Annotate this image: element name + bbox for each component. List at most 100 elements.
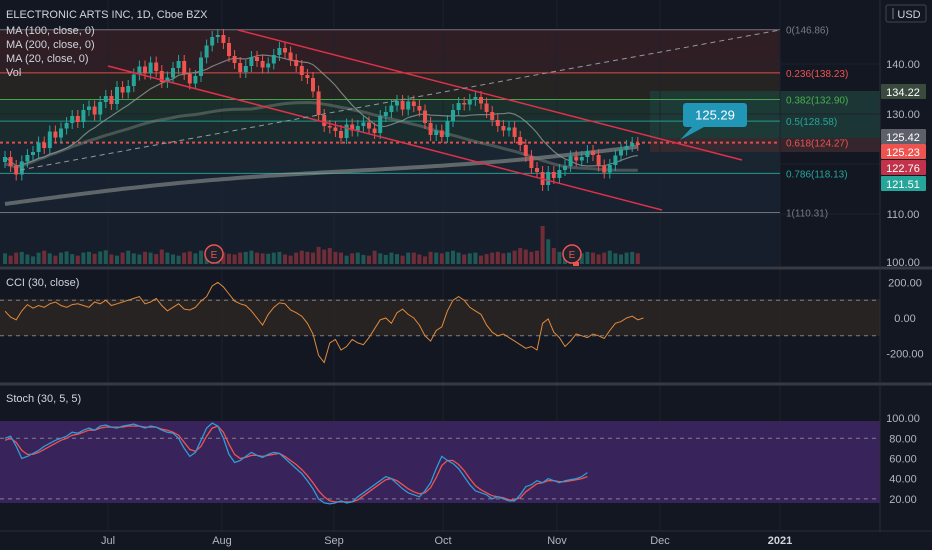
time-tick-label: Sep xyxy=(324,535,344,547)
candle-body xyxy=(59,128,63,138)
candle-body xyxy=(411,101,416,106)
volume-bar xyxy=(92,253,97,264)
volume-bar xyxy=(423,256,427,264)
symbol-title[interactable]: ELECTRONIC ARTS INC, 1D, Cboe BZX xyxy=(6,9,208,21)
price-callout-text: 125.29 xyxy=(695,108,735,123)
fib-label: 0.5(128.58) xyxy=(786,117,837,128)
earnings-marker-label: E xyxy=(569,250,576,261)
candle-body xyxy=(333,127,338,131)
candle-body xyxy=(42,142,47,148)
candle-body xyxy=(546,172,551,185)
volume-bar xyxy=(232,254,237,264)
candle-body xyxy=(389,105,394,112)
candle-body xyxy=(574,156,579,161)
candle-body xyxy=(25,155,30,162)
stoch-k-line xyxy=(4,422,588,505)
candle-body xyxy=(395,101,399,106)
legend-volume[interactable]: Vol xyxy=(6,67,21,79)
volume-bar xyxy=(451,250,455,264)
volume-bar xyxy=(439,253,444,264)
candle-body xyxy=(630,143,635,146)
volume-bar xyxy=(428,251,433,264)
time-axis[interactable]: Jul Aug Sep Oct Nov Dec 2021 xyxy=(101,535,792,547)
currency-button-box[interactable] xyxy=(885,4,927,23)
volume-bar xyxy=(596,254,601,264)
legend-cci[interactable]: CCI (30, close) xyxy=(6,277,79,289)
candle-body xyxy=(473,97,478,100)
candle-body xyxy=(255,57,259,61)
volume-bar xyxy=(165,252,170,264)
volume-bar xyxy=(243,251,248,264)
candle-body xyxy=(92,106,97,115)
volume-bar xyxy=(591,252,595,264)
volume-bar xyxy=(311,252,315,264)
channel-lower xyxy=(107,65,663,211)
candle-body xyxy=(423,110,427,123)
volume-bar xyxy=(131,253,136,264)
volume-bar xyxy=(501,253,506,264)
stoch-pane: 100.00 80.00 60.00 40.00 20.00 xyxy=(0,413,920,506)
legend-ma200[interactable]: MA (200, close, 0) xyxy=(6,39,95,51)
candle-body xyxy=(182,61,187,74)
volume-bar xyxy=(143,251,147,264)
candle-body xyxy=(171,68,175,78)
volume-bar xyxy=(126,250,131,264)
candle-body xyxy=(507,127,511,131)
candle-body xyxy=(624,146,629,150)
legend-ma100[interactable]: MA (100, close, 0) xyxy=(6,25,95,37)
currency-label[interactable]: USD xyxy=(897,9,920,21)
volume-bar xyxy=(109,254,114,264)
volume-bar xyxy=(630,251,635,264)
candle-body xyxy=(451,110,455,121)
candle-body xyxy=(523,145,528,156)
volume-bar xyxy=(395,254,399,264)
candle-body xyxy=(305,75,310,78)
legend-stoch[interactable]: Stoch (30, 5, 5) xyxy=(6,393,81,405)
volume-bar xyxy=(64,251,69,264)
candle-body xyxy=(484,103,489,112)
price-tick-label: 100.00 xyxy=(886,257,920,269)
candle-body xyxy=(372,128,377,133)
candle-body xyxy=(479,97,483,104)
chart-legend: ELECTRONIC ARTS INC, 1D, Cboe BZX MA (10… xyxy=(6,9,208,405)
candle-body xyxy=(529,156,534,168)
candle-body xyxy=(355,126,360,131)
volume-bar xyxy=(288,255,293,264)
volume-bar xyxy=(266,253,271,264)
volume-bar xyxy=(193,253,198,264)
volume-bar xyxy=(540,226,545,264)
volume-bar xyxy=(42,250,47,264)
candle-body xyxy=(596,155,601,166)
stoch-tick-label: 20.00 xyxy=(889,494,917,506)
candle-body xyxy=(277,48,282,55)
price-label-box xyxy=(881,160,926,175)
candle-body xyxy=(439,130,444,137)
candle-body xyxy=(367,122,371,129)
price-label-box xyxy=(881,129,926,144)
volume-bar xyxy=(484,254,489,264)
time-tick-label: Jul xyxy=(101,535,115,547)
volume-bar xyxy=(159,249,164,264)
candle-body xyxy=(495,120,500,126)
candle-body xyxy=(563,166,567,170)
volume-bar xyxy=(557,251,562,264)
stoch-band-bg xyxy=(0,421,880,503)
currency-button[interactable]: USD xyxy=(885,4,927,23)
candle-body xyxy=(126,86,131,93)
volume-bar xyxy=(176,255,181,264)
candle-body xyxy=(47,131,52,148)
volume-bar xyxy=(81,252,86,264)
volume-bar xyxy=(199,250,203,264)
candle-body xyxy=(434,130,439,135)
candle-body xyxy=(557,170,562,178)
volume-bar xyxy=(462,254,467,264)
volume-bar xyxy=(19,251,24,264)
candle-body xyxy=(131,74,136,86)
volume-bar xyxy=(546,239,551,264)
price-label-box xyxy=(881,176,926,191)
price-tick-label: 140.00 xyxy=(886,59,920,71)
legend-ma20[interactable]: MA (20, close, 0) xyxy=(6,53,89,65)
volume-bar xyxy=(529,251,534,264)
volume-bar xyxy=(305,251,310,264)
